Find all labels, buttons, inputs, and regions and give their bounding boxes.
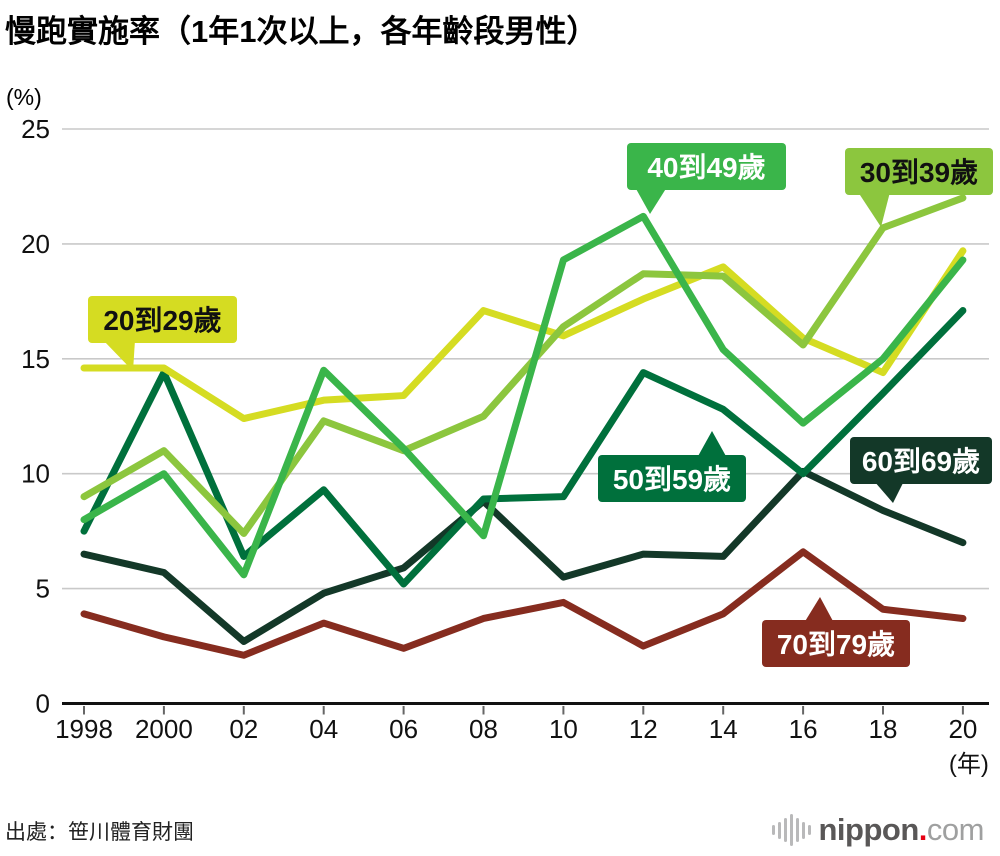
callout-label-70-79: 70到79歲 xyxy=(777,629,895,660)
callout-box-40-49 xyxy=(627,143,786,190)
y-tick-label-15: 15 xyxy=(21,344,50,374)
callout-box-60-69 xyxy=(850,437,992,484)
callout-label-40-49: 40到49歲 xyxy=(647,152,765,183)
callout-label-60-69: 60到69歲 xyxy=(862,446,980,477)
series-line-70-79 xyxy=(80,548,967,659)
logo-name: nippon xyxy=(818,812,920,847)
callout-pointer-50-59 xyxy=(697,431,727,458)
x-tick-label-06: 06 xyxy=(389,714,418,744)
x-tick-label-04: 04 xyxy=(309,714,338,744)
series-line-30-39 xyxy=(80,194,967,537)
callout-pointer-30-39 xyxy=(858,192,890,227)
series-line-60-69 xyxy=(80,467,967,645)
logo-tld: com xyxy=(926,812,985,847)
series-line-20-29 xyxy=(80,247,967,423)
logo-wordmark: nippon . com xyxy=(819,812,985,848)
callout-box-20-29 xyxy=(88,296,237,343)
nippon-com-logo: nippon . com xyxy=(771,810,985,850)
x-tick-label-14: 14 xyxy=(709,714,738,744)
y-tick-label-0: 0 xyxy=(36,689,50,719)
y-tick-label-5: 5 xyxy=(36,574,50,604)
logo-dot: . xyxy=(918,812,928,847)
y-tick-label-10: 10 xyxy=(21,459,50,489)
callout-pointer-40-49 xyxy=(635,187,667,214)
callout-label-50-59: 50到59歲 xyxy=(613,464,731,495)
callout-label-30-39: 30到39歲 xyxy=(860,157,978,188)
callout-pointer-60-69 xyxy=(874,481,904,503)
source-note: 出處：笹川體育財團 xyxy=(5,821,194,844)
x-tick-label-18: 18 xyxy=(869,714,898,744)
x-tick-label-12: 12 xyxy=(629,714,658,744)
x-tick-label-1998: 1998 xyxy=(55,714,113,744)
y-axis-unit-label: (%) xyxy=(6,84,42,110)
callout-label-20-29: 20到29歲 xyxy=(103,305,221,336)
callout-box-30-39 xyxy=(845,148,993,195)
y-tick-label-20: 20 xyxy=(21,229,50,259)
x-tick-label-20: 20 xyxy=(948,714,977,744)
x-tick-label-02: 02 xyxy=(229,714,258,744)
x-tick-label-2000: 2000 xyxy=(135,714,193,744)
callout-box-50-59 xyxy=(598,455,746,502)
callout-box-70-79 xyxy=(762,620,910,667)
line-chart: 0 5 10 15 20 25 1998 2000 02 04 06 08 10 12 14 16 18 20 (年… xyxy=(21,114,993,778)
callout-pointer-70-79 xyxy=(804,597,834,623)
series-line-50-59 xyxy=(80,307,967,588)
x-tick-label-10: 10 xyxy=(549,714,578,744)
x-axis-unit-label: (年) xyxy=(949,751,989,778)
callout-pointer-20-29 xyxy=(103,340,135,371)
soundwave-icon xyxy=(771,810,811,850)
chart-title: 慢跑實施率（1年1次以上，各年齡段男性） xyxy=(5,14,598,49)
series-line-40-49 xyxy=(80,212,967,579)
y-tick-label-25: 25 xyxy=(21,114,50,144)
x-tick-label-16: 16 xyxy=(789,714,818,744)
x-tick-label-08: 08 xyxy=(469,714,498,744)
